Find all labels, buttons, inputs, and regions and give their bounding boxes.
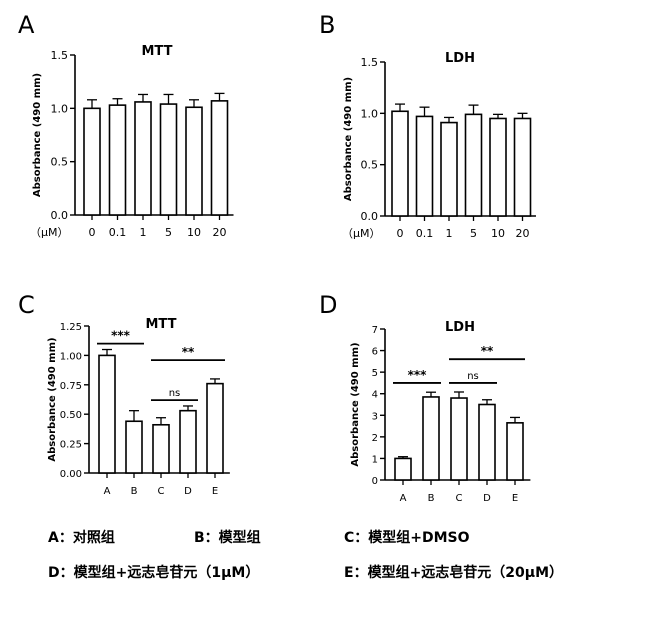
bar (98, 354, 116, 474)
x-tick-label: 5 (165, 226, 172, 239)
x-tick-label: 10 (187, 226, 201, 239)
x-tick-label: B (428, 493, 435, 504)
bar (415, 115, 434, 217)
y-tick-label: 1.5 (361, 56, 379, 69)
y-tick-label: 0.0 (361, 210, 379, 223)
bar (513, 117, 532, 217)
significance-label: ns (169, 388, 181, 399)
x-tick-label: 0 (397, 227, 404, 240)
x-tick-label: 20 (516, 227, 530, 240)
x-tick-label: E (512, 493, 518, 504)
x-tick-label: 1 (446, 227, 453, 240)
x-tick-label: 5 (470, 227, 477, 240)
bar (478, 403, 496, 481)
y-tick-label: 6 (372, 347, 378, 358)
legend-c: C：模型组+DMSO (344, 530, 470, 546)
panel-letter: C (18, 291, 35, 319)
y-tick-label: 1.0 (51, 102, 69, 115)
legend-e: E：模型组+远志皂苷元（20μM） (344, 565, 564, 581)
y-tick-label: 7 (372, 325, 378, 336)
x-tick-label: A (104, 486, 111, 497)
panel-b: B LDH Absorbance (490 mm) 0.0 0.5 1.0 1.5 0 0.1 1… (319, 11, 536, 240)
y-tick-label: 0.5 (361, 159, 379, 172)
significance-label: ** (481, 344, 494, 358)
y-tick-label: 0.00 (60, 469, 82, 480)
y-tick-label: 5 (372, 368, 378, 379)
x-tick-label: A (400, 493, 407, 504)
chart-title: MTT (142, 44, 173, 59)
x-unit-label: （μM） (342, 227, 381, 240)
chart-title: MTT (146, 317, 177, 332)
y-tick-label: 0.5 (51, 156, 69, 169)
y-tick-label: 0.50 (60, 410, 82, 421)
x-tick-label: D (184, 486, 192, 497)
panel-letter: A (18, 11, 35, 39)
x-tick-label: 0 (89, 226, 96, 239)
y-axis-label: Absorbance (490 mm) (47, 337, 58, 461)
significance-label: *** (408, 368, 428, 382)
x-tick-label: 0.1 (416, 227, 434, 240)
x-tick-label: E (212, 486, 218, 497)
x-tick-label: 10 (491, 227, 505, 240)
panel-a: A MTT Absorbance (490 mm) 0.0 0.5 1.0 1.5 0 0.1 1… (18, 11, 234, 239)
y-tick-label: 1.25 (60, 322, 82, 333)
legend-d: D：模型组+远志皂苷元（1μM） (48, 565, 260, 581)
y-tick-label: 0 (372, 476, 378, 487)
bar (440, 121, 458, 217)
bar (83, 107, 101, 216)
bar (125, 420, 143, 474)
legend-a: A：对照组 (48, 530, 115, 546)
x-tick-label: 20 (213, 226, 227, 239)
y-axis-label: Absorbance (490 mm) (350, 342, 361, 466)
y-tick-label: 2 (372, 433, 378, 444)
panel-d: D LDH Absorbance (490 mm) 0 1 2 3 4 5 6 7 A B C D E *** n… (319, 291, 531, 504)
significance-label: ** (182, 345, 195, 359)
bar (210, 100, 229, 216)
x-tick-label: 1 (140, 226, 147, 239)
y-tick-label: 1.5 (51, 49, 69, 62)
significance-label: *** (111, 329, 131, 343)
chart-title: LDH (445, 320, 475, 335)
y-tick-label: 1.0 (361, 107, 379, 120)
y-tick-label: 4 (372, 390, 378, 401)
bar (422, 396, 440, 481)
y-axis-label: Absorbance (490 mm) (32, 73, 43, 197)
bar (185, 106, 203, 216)
bar (108, 104, 127, 216)
x-tick-label: 0.1 (109, 226, 127, 239)
bar (179, 409, 197, 474)
chart-title: LDH (445, 51, 475, 66)
x-unit-label: （μM） (30, 226, 69, 239)
y-tick-label: 0.25 (60, 440, 82, 451)
significance-label: ns (467, 371, 479, 382)
bar (152, 423, 170, 474)
bar (506, 422, 524, 481)
bar (450, 397, 468, 481)
x-tick-label: C (456, 493, 463, 504)
bar (464, 113, 483, 217)
x-tick-label: D (483, 493, 491, 504)
y-tick-label: 0.75 (60, 381, 82, 392)
y-tick-label: 3 (372, 411, 378, 422)
bar (394, 457, 412, 481)
y-tick-label: 1 (372, 454, 378, 465)
y-tick-label: 1.00 (60, 351, 82, 362)
y-tick-label: 0.0 (51, 209, 69, 222)
legend-b: B：模型组 (194, 530, 261, 546)
panel-letter: B (319, 11, 335, 39)
panel-letter: D (319, 291, 337, 319)
x-tick-label: C (158, 486, 165, 497)
bar (159, 103, 178, 216)
bar (206, 382, 224, 474)
bar (391, 110, 409, 217)
y-axis-label: Absorbance (490 mm) (343, 77, 354, 201)
bar (134, 101, 152, 216)
x-tick-label: B (131, 486, 138, 497)
panel-c: C MTT Absorbance (490 mm)0.00 0.25 0.50 0.75 1… (18, 291, 230, 497)
bar (489, 117, 507, 217)
